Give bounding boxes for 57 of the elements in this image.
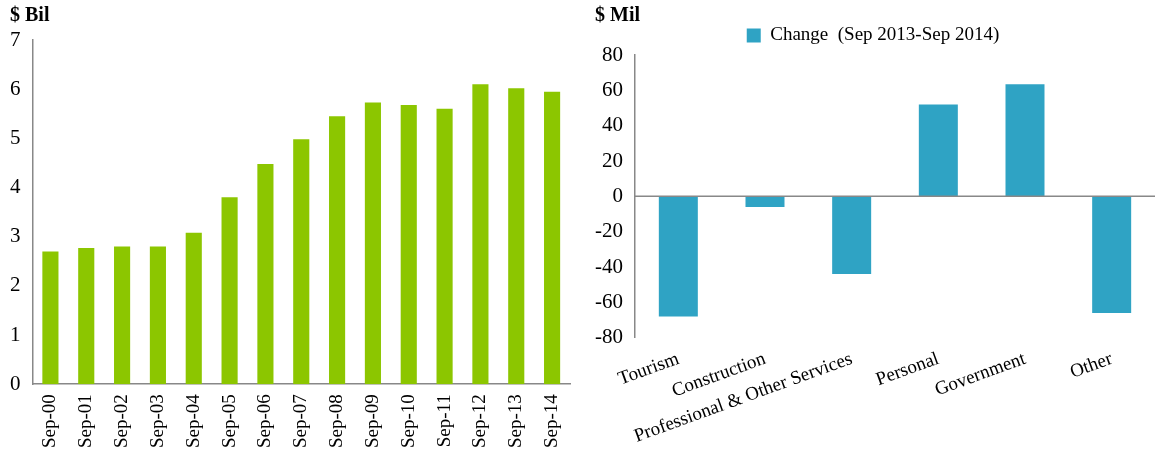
y-tick-label: 5 (10, 124, 21, 149)
legend-label: Change (Sep 2013-Sep 2014) (770, 23, 1000, 46)
bar (544, 91, 561, 385)
bar (221, 197, 238, 385)
bar (114, 246, 131, 385)
bar (293, 139, 310, 385)
bar (364, 102, 381, 385)
bar (1092, 196, 1132, 313)
y-axis-title: $ Mil (595, 3, 641, 26)
bar (745, 196, 785, 207)
x-tick-label: Sep-13 (504, 394, 526, 448)
x-tick-label: Sep-10 (396, 394, 418, 448)
x-tick-label: Sep-09 (360, 394, 382, 448)
y-axis-title: $ Bil (10, 3, 50, 26)
x-tick-label: Sep-14 (540, 393, 562, 448)
y-tick-label: 7 (10, 26, 21, 51)
bar (42, 251, 59, 385)
bar (472, 84, 489, 385)
y-tick-label: 2 (10, 272, 21, 297)
y-tick-label: 6 (10, 75, 21, 100)
x-tick-label: Sep-05 (217, 394, 239, 448)
y-tick-label: 0 (612, 182, 623, 207)
bar (658, 196, 698, 317)
y-tick-label: -20 (594, 218, 623, 243)
x-tick-label: Sep-06 (253, 394, 275, 448)
bar (257, 163, 274, 385)
y-tick-label: 60 (601, 76, 623, 101)
bar (78, 247, 95, 385)
x-tick-label: Sep-01 (74, 394, 96, 448)
x-tick-label: Sep-03 (145, 394, 167, 448)
x-tick-label: Sep-07 (289, 394, 311, 448)
x-tick-label: Sep-00 (38, 394, 60, 448)
x-tick-label: Sep-12 (468, 394, 490, 448)
x-tick-label: Other (1066, 346, 1116, 382)
y-tick-label: 40 (601, 112, 623, 137)
bar (436, 108, 453, 385)
y-tick-label: -80 (594, 324, 623, 349)
y-tick-label: 3 (10, 223, 21, 248)
y-tick-label: 0 (10, 370, 21, 395)
y-tick-label: -60 (594, 288, 623, 313)
y-tick-label: 4 (10, 174, 21, 199)
bar (918, 104, 958, 197)
bar (185, 232, 202, 385)
bar (508, 88, 525, 385)
x-tick-label: Sep-04 (181, 393, 203, 448)
bar (149, 246, 166, 385)
x-tick-label: Sep-08 (325, 394, 347, 448)
bar (400, 104, 417, 385)
y-tick-label: 80 (601, 41, 623, 66)
y-tick-label: 20 (601, 147, 623, 172)
bar (1005, 84, 1045, 197)
bar (329, 116, 346, 385)
y-tick-label: -40 (594, 253, 623, 278)
x-tick-label: Sep-02 (110, 394, 132, 448)
bar (832, 196, 872, 275)
y-tick-label: 1 (10, 321, 21, 346)
x-tick-label: Sep-11 (432, 394, 454, 448)
